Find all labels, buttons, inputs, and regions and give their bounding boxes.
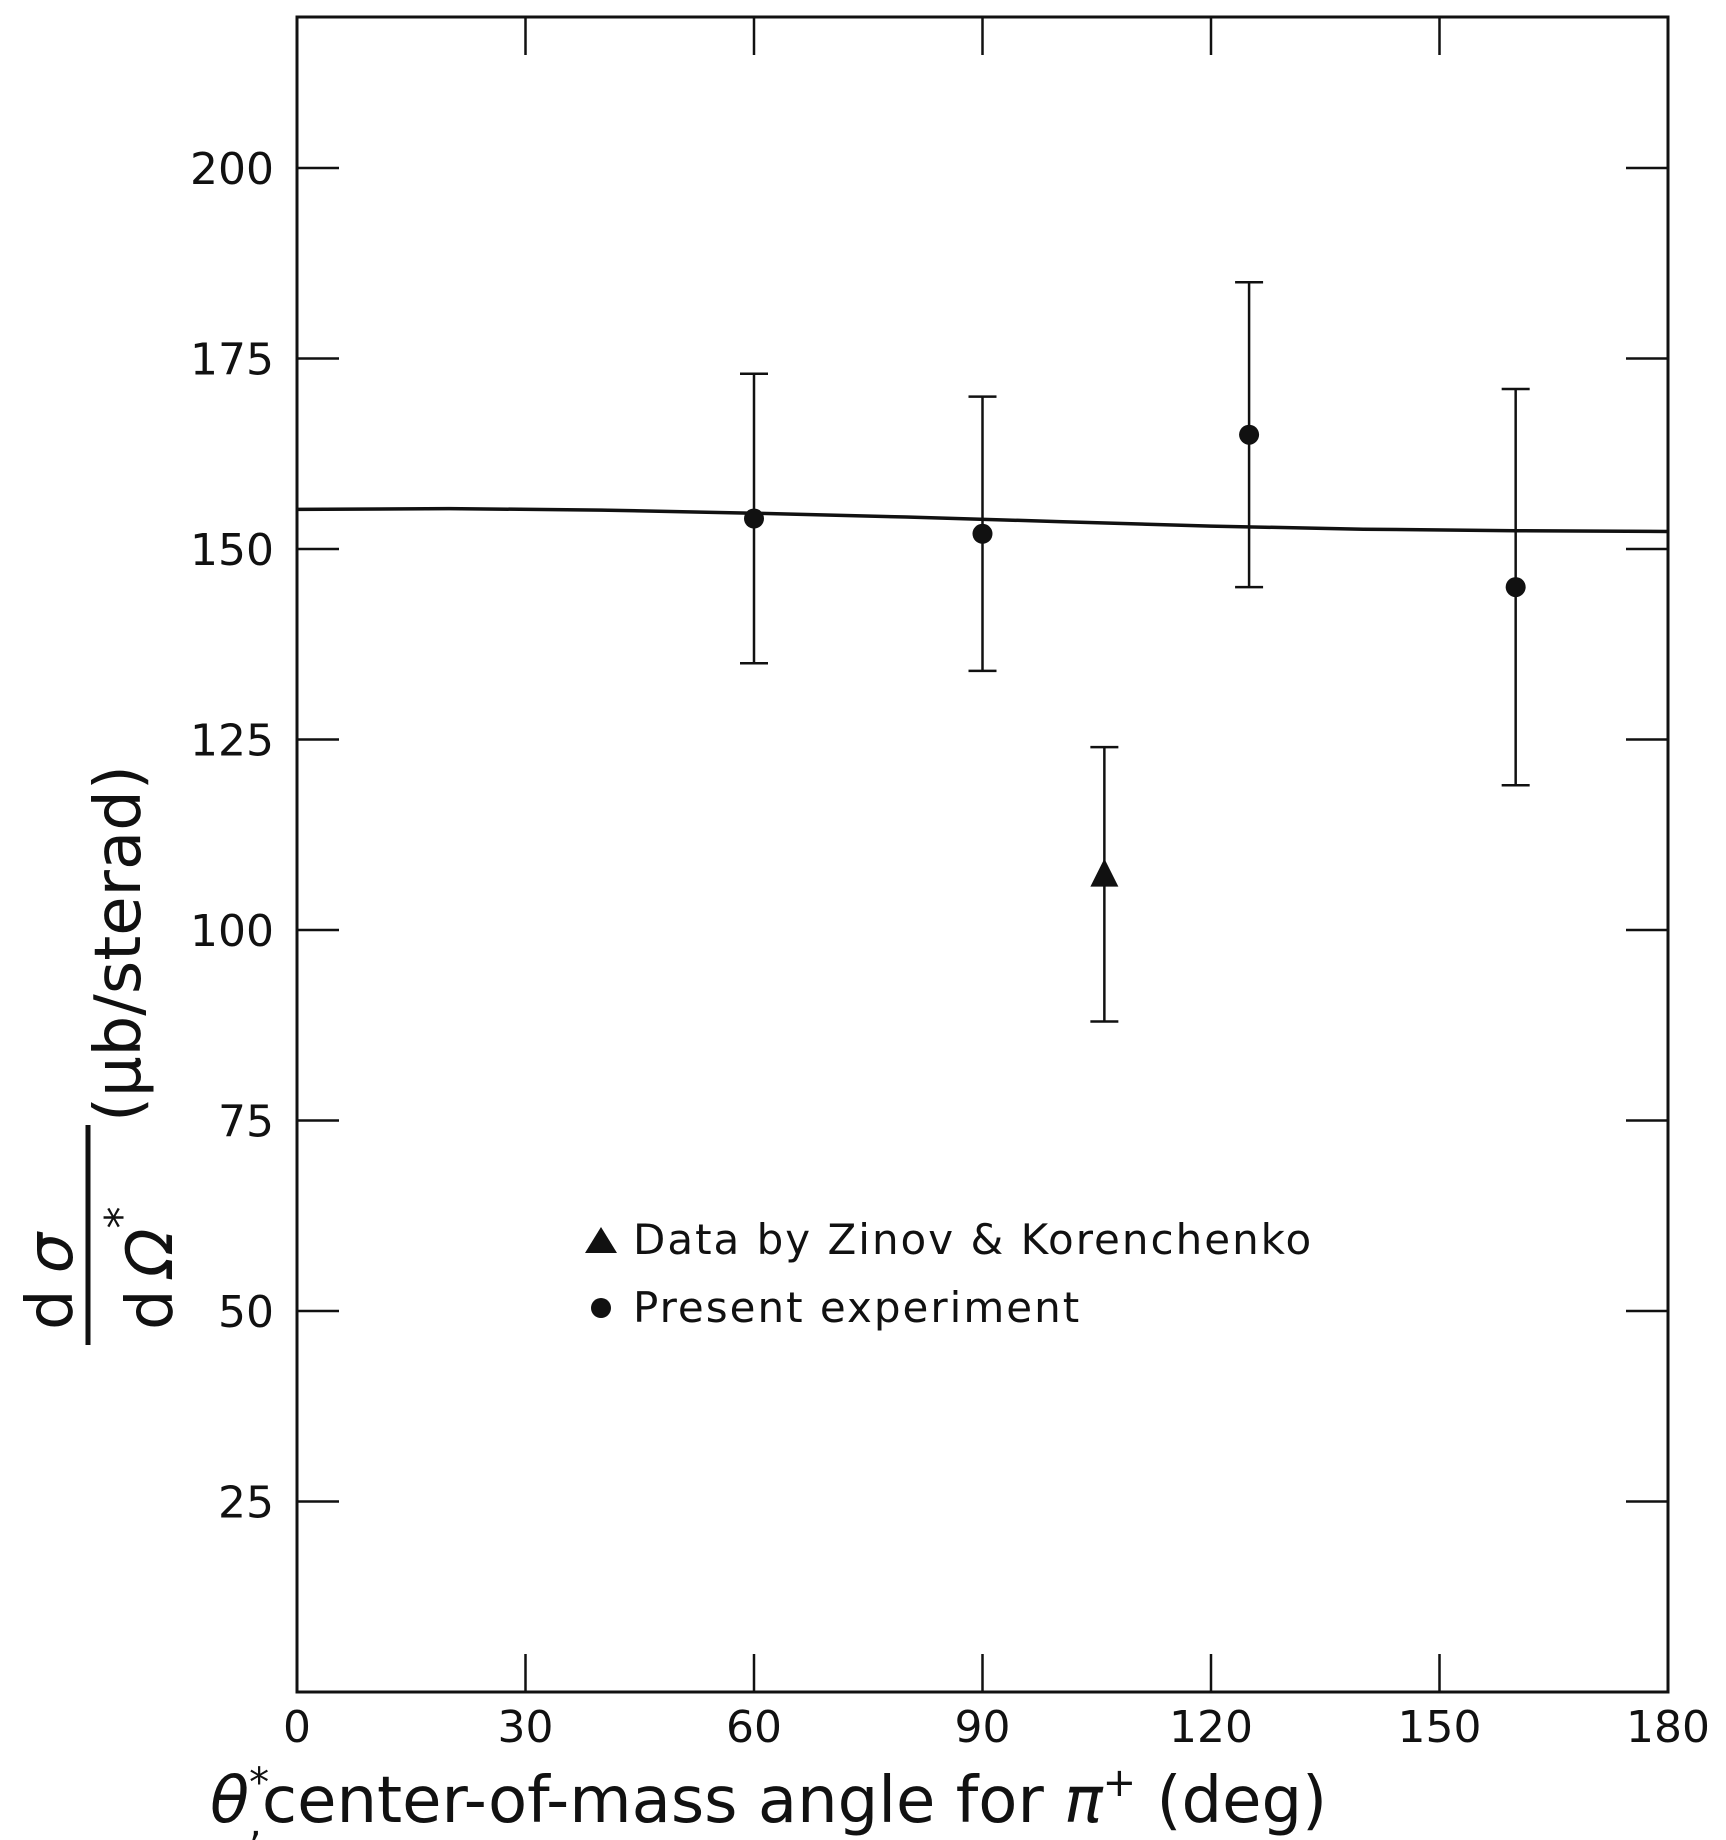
x-tick-label: 30 <box>498 1702 554 1753</box>
x-tick-label: 60 <box>726 1702 782 1753</box>
y-title-denominator: dΩ* <box>96 1206 188 1330</box>
x-tick-label: 0 <box>283 1702 311 1753</box>
x-tick-label: 120 <box>1169 1702 1253 1753</box>
x-tick-label: 180 <box>1626 1702 1710 1753</box>
y-tick-label: 200 <box>190 144 274 195</box>
y-tick-label: 150 <box>190 525 274 576</box>
x-title-pi: π <box>1064 1764 1104 1838</box>
data-point-circle <box>1239 424 1260 445</box>
x-title-unit: (deg) <box>1136 1764 1327 1838</box>
data-point-circle <box>1505 577 1526 598</box>
legend-label-zinov: Data by Zinov & Korenchenko <box>633 1215 1313 1264</box>
x-axis-title: θ* ,center-of-mass angle for π+ (deg) <box>210 1760 1327 1840</box>
y-tick-label: 100 <box>190 906 274 957</box>
plot-frame <box>295 15 1670 1694</box>
x-title-main: center-of-mass angle for <box>262 1764 1064 1838</box>
data-marks <box>740 281 1530 1023</box>
data-point-circle <box>744 508 764 529</box>
y-title-den-d: d <box>114 1289 188 1330</box>
y-tick-label: 75 <box>218 1097 274 1148</box>
y-title-numerator: dσ <box>14 1230 88 1330</box>
data-point-triangle <box>1090 858 1119 887</box>
y-tick-label: 125 <box>190 716 274 767</box>
y-title-den-omega: Ω <box>114 1228 188 1280</box>
x-title-pi-sup: + <box>1103 1760 1137 1806</box>
y-title-num-d: d <box>14 1289 88 1330</box>
x-title-theta: θ <box>210 1764 249 1838</box>
y-title-den-sup: * <box>96 1206 147 1228</box>
y-axis-title: dσ dΩ* (μb/sterad) <box>14 765 188 1345</box>
y-title-unit: (μb/sterad) <box>82 765 156 1122</box>
x-tick-label: 90 <box>955 1702 1011 1753</box>
legend-circle-marker <box>591 1298 611 1318</box>
axis-ticks <box>297 17 1668 1692</box>
y-tick-label: 25 <box>218 1478 274 1529</box>
y-title-num-sigma: σ <box>14 1230 88 1273</box>
x-tick-label: 150 <box>1398 1702 1482 1753</box>
legend: Data by Zinov & Korenchenko Present expe… <box>585 1215 1313 1332</box>
x-title-theta-sub: , <box>249 1800 262 1840</box>
x-title-theta-sup: * <box>249 1760 269 1806</box>
y-tick-label: 175 <box>190 335 274 386</box>
y-tick-label: 50 <box>218 1287 274 1338</box>
legend-label-present: Present experiment <box>633 1283 1081 1332</box>
data-point-circle <box>972 523 993 544</box>
tick-labels: 0 30 60 90 120 150 180 25 50 75 100 125 150 175 200 <box>190 144 1710 1753</box>
legend-triangle-marker <box>585 1227 617 1253</box>
